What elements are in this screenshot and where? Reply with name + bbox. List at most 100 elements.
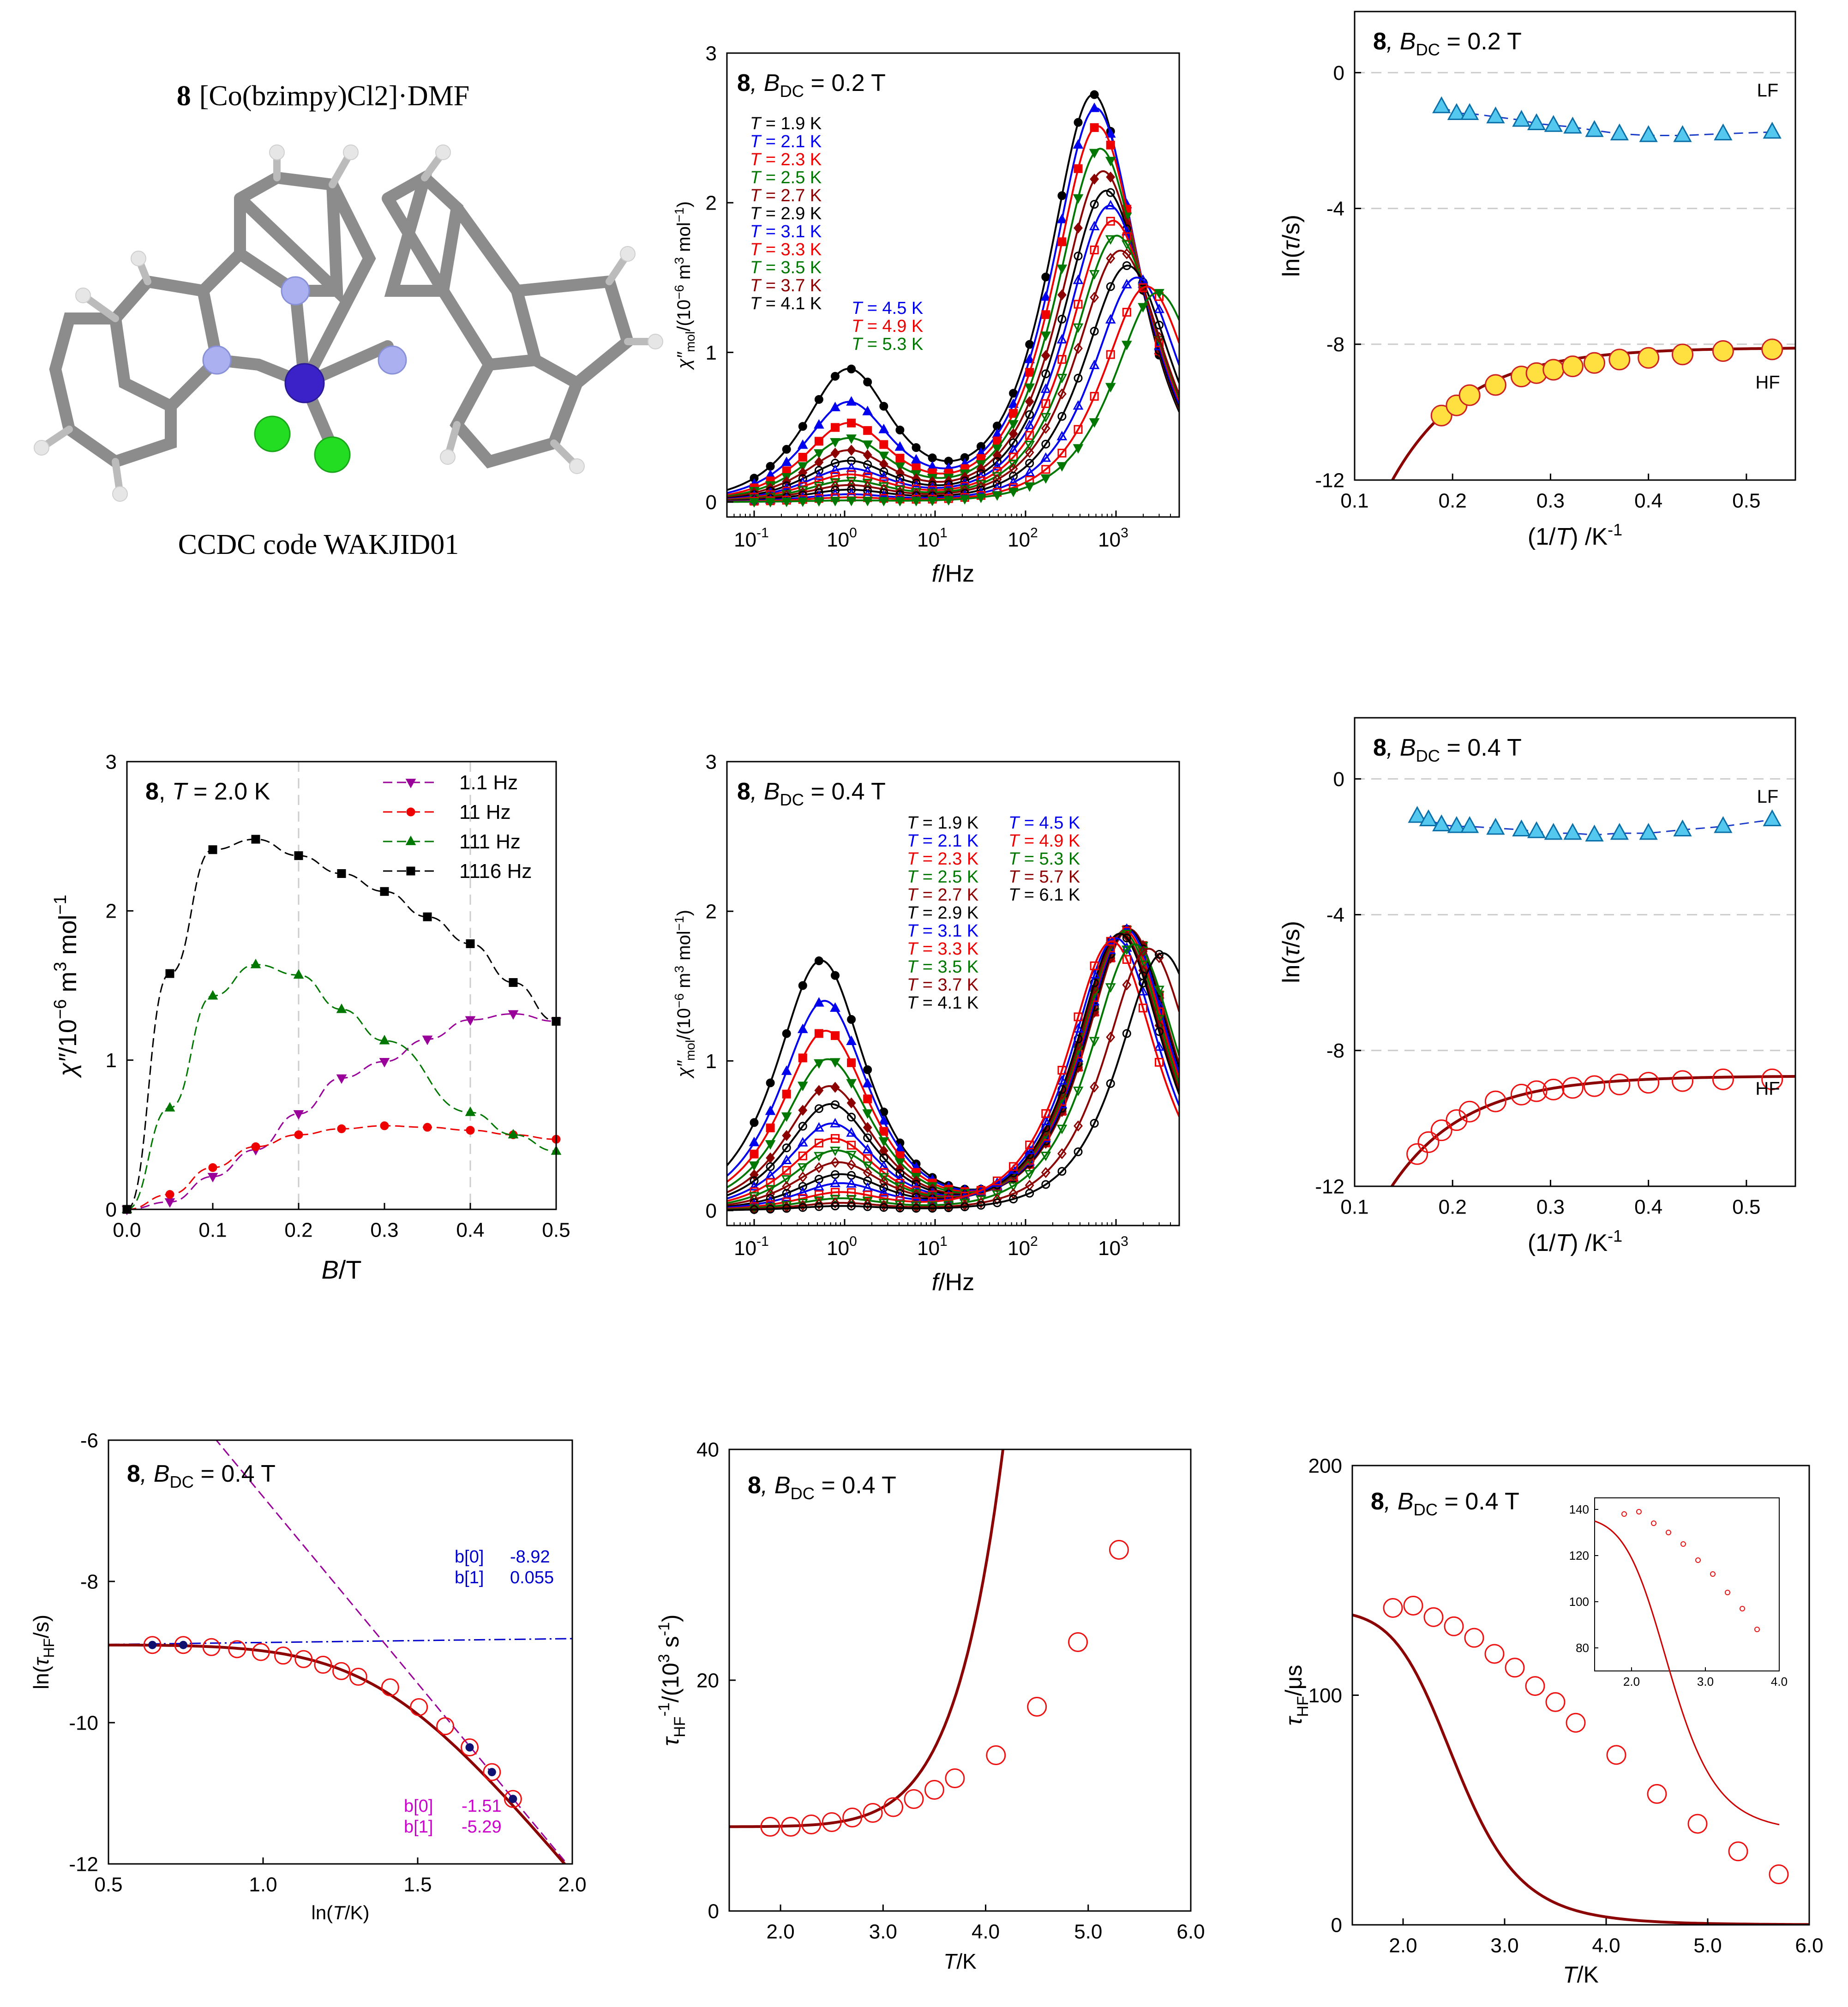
data-point xyxy=(749,1136,760,1147)
lf-point xyxy=(1763,809,1782,826)
data-point xyxy=(797,1137,808,1147)
tick-exp: 2 xyxy=(1030,1234,1038,1249)
data-point xyxy=(959,495,970,505)
x-axis-label: (1/T) /K-1 xyxy=(1528,1226,1622,1256)
y2: τ xyxy=(29,1657,53,1666)
data-point xyxy=(1090,123,1099,132)
data-point xyxy=(830,1058,840,1068)
data-point xyxy=(863,1133,872,1142)
legend-T: T xyxy=(750,168,762,187)
y-tick-label: 1 xyxy=(706,1050,717,1073)
legend-marker xyxy=(406,807,415,817)
data-point xyxy=(1024,440,1035,451)
y-tick-label: -4 xyxy=(1326,198,1344,220)
data-point xyxy=(1444,1616,1464,1636)
lf-point xyxy=(1527,821,1546,838)
y-axis-label: χ″mol/(10−6 m3 mol−1) xyxy=(672,201,697,370)
hf-point xyxy=(1672,343,1694,366)
data-point xyxy=(1025,1140,1034,1149)
data-point xyxy=(174,1636,192,1654)
data-point xyxy=(993,1198,1002,1208)
data-point xyxy=(461,1738,479,1757)
y-tick-label: 0 xyxy=(706,1200,717,1222)
data-point xyxy=(749,1161,760,1171)
data-point xyxy=(847,1202,856,1211)
legend-value: = 1.9 K xyxy=(761,114,822,133)
data-point xyxy=(782,1204,791,1213)
lf-point xyxy=(1544,823,1563,840)
data-point xyxy=(1025,431,1034,440)
legend-T: T xyxy=(852,335,864,354)
data-point xyxy=(750,1149,759,1159)
data-point xyxy=(992,450,1002,461)
chlorine-atom-1 xyxy=(254,415,291,452)
data-point xyxy=(483,1763,501,1781)
inset-fit-line xyxy=(1594,1520,1780,1826)
xc: /K) xyxy=(345,1902,370,1923)
data-point xyxy=(846,1195,857,1205)
data-point xyxy=(927,497,938,506)
data-point xyxy=(830,1002,840,1012)
y1: τ xyxy=(658,1736,684,1746)
chart-title: 8, BDC = 0.4 T xyxy=(737,778,886,809)
t4: = 2.0 K xyxy=(187,778,270,805)
y3: HF xyxy=(41,1638,57,1658)
data-point xyxy=(1073,1023,1084,1033)
data-point xyxy=(1041,399,1050,408)
data-point xyxy=(1089,102,1100,112)
legend-item: T = 4.5 K xyxy=(1008,813,1080,833)
data-point xyxy=(1009,409,1018,418)
data-point xyxy=(1041,422,1050,434)
hf-point xyxy=(1761,1068,1783,1090)
data-point xyxy=(862,1144,873,1154)
data-point xyxy=(1074,300,1083,309)
fit-point-dot xyxy=(509,1795,517,1803)
chart-title: 8, BDC = 0.4 T xyxy=(748,1472,896,1503)
y3: -1 xyxy=(655,1702,673,1716)
y-label-close: ) xyxy=(674,910,694,916)
xb: /K xyxy=(956,1949,977,1973)
x-tick-label: 1.5 xyxy=(403,1873,432,1896)
data-point xyxy=(782,1029,791,1038)
legend-item: T = 4.5 K xyxy=(852,299,923,318)
inset-point xyxy=(1740,1606,1745,1611)
x-tick-label: 3.0 xyxy=(1490,1934,1518,1957)
data-point xyxy=(1109,1540,1129,1560)
tick-exp: -1 xyxy=(756,525,769,541)
legend-T: T xyxy=(1008,813,1020,833)
data-point xyxy=(1074,1147,1083,1156)
data-point xyxy=(879,1176,888,1188)
lf-point xyxy=(1460,103,1479,120)
legend-T: T xyxy=(750,294,762,313)
data-point xyxy=(1155,1058,1164,1067)
data-point xyxy=(1105,314,1116,324)
title-sub: DC xyxy=(1416,746,1440,765)
data-point xyxy=(294,1130,303,1139)
chart-title: 8, BDC = 0.4 T xyxy=(1373,734,1522,765)
data-point xyxy=(814,1196,824,1206)
tick-exp: 2 xyxy=(1030,525,1038,541)
data-point xyxy=(381,1678,399,1696)
x-label-unit: /Hz xyxy=(938,1269,974,1296)
hf-point xyxy=(1417,1131,1440,1153)
x-tick-label: 0.5 xyxy=(542,1219,570,1241)
data-point xyxy=(1056,334,1068,344)
fit1-b0-label: b[0] xyxy=(455,1547,484,1567)
x1: (1/ xyxy=(1528,523,1556,550)
y2: HF xyxy=(1294,1696,1312,1717)
data-point xyxy=(894,463,906,472)
hf-label: HF xyxy=(1755,372,1780,392)
x-tick-label: 0.4 xyxy=(1634,1196,1662,1218)
data-point xyxy=(862,465,873,475)
data-point xyxy=(862,1109,873,1119)
data-point xyxy=(846,477,857,487)
fit2-line xyxy=(215,1440,568,1864)
legend-label: 111 Hz xyxy=(459,830,521,853)
y-label-exp: −6 xyxy=(672,993,686,1008)
legend-value: = 5.3 K xyxy=(1019,849,1080,869)
data-point xyxy=(1057,1148,1067,1160)
legend-T: T xyxy=(750,222,762,241)
data-point xyxy=(814,997,824,1007)
data-point xyxy=(862,406,873,415)
title-tail: = 0.4 T xyxy=(804,778,886,805)
